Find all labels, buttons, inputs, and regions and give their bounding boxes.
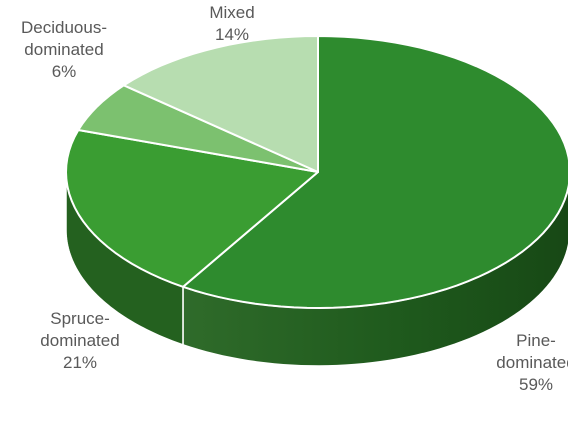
pie-tops	[65, 35, 568, 309]
slice-label-2: Deciduous-dominated 6%	[21, 18, 107, 81]
pie-slice-3	[122, 35, 319, 173]
slice-value-label: 6%	[52, 62, 77, 81]
slice-label-1: Spruce-dominated 21%	[40, 309, 119, 372]
slice-category-label: dominated	[40, 331, 119, 350]
pie-slice-1	[65, 128, 319, 288]
pie-slice-2	[77, 84, 319, 173]
slice-label-0: Pine-dominated 59%	[496, 331, 568, 394]
slice-category-label: Spruce-	[50, 309, 110, 328]
slice-value-label: 21%	[63, 353, 97, 372]
slice-category-label: dominated	[24, 40, 103, 59]
pie-labels: Pine-dominated 59% Spruce-dominated 21% Deci…	[21, 3, 568, 394]
slice-category-label: dominated	[496, 353, 568, 372]
slice-label-3: Mixed 14%	[209, 3, 254, 44]
slice-category-label: Mixed	[209, 3, 254, 22]
pie-slice-0	[181, 35, 568, 309]
slice-value-label: 59%	[519, 375, 553, 394]
slice-value-label: 14%	[215, 25, 249, 44]
slice-category-label: Deciduous-	[21, 18, 107, 37]
slice-category-label: Pine-	[516, 331, 556, 350]
